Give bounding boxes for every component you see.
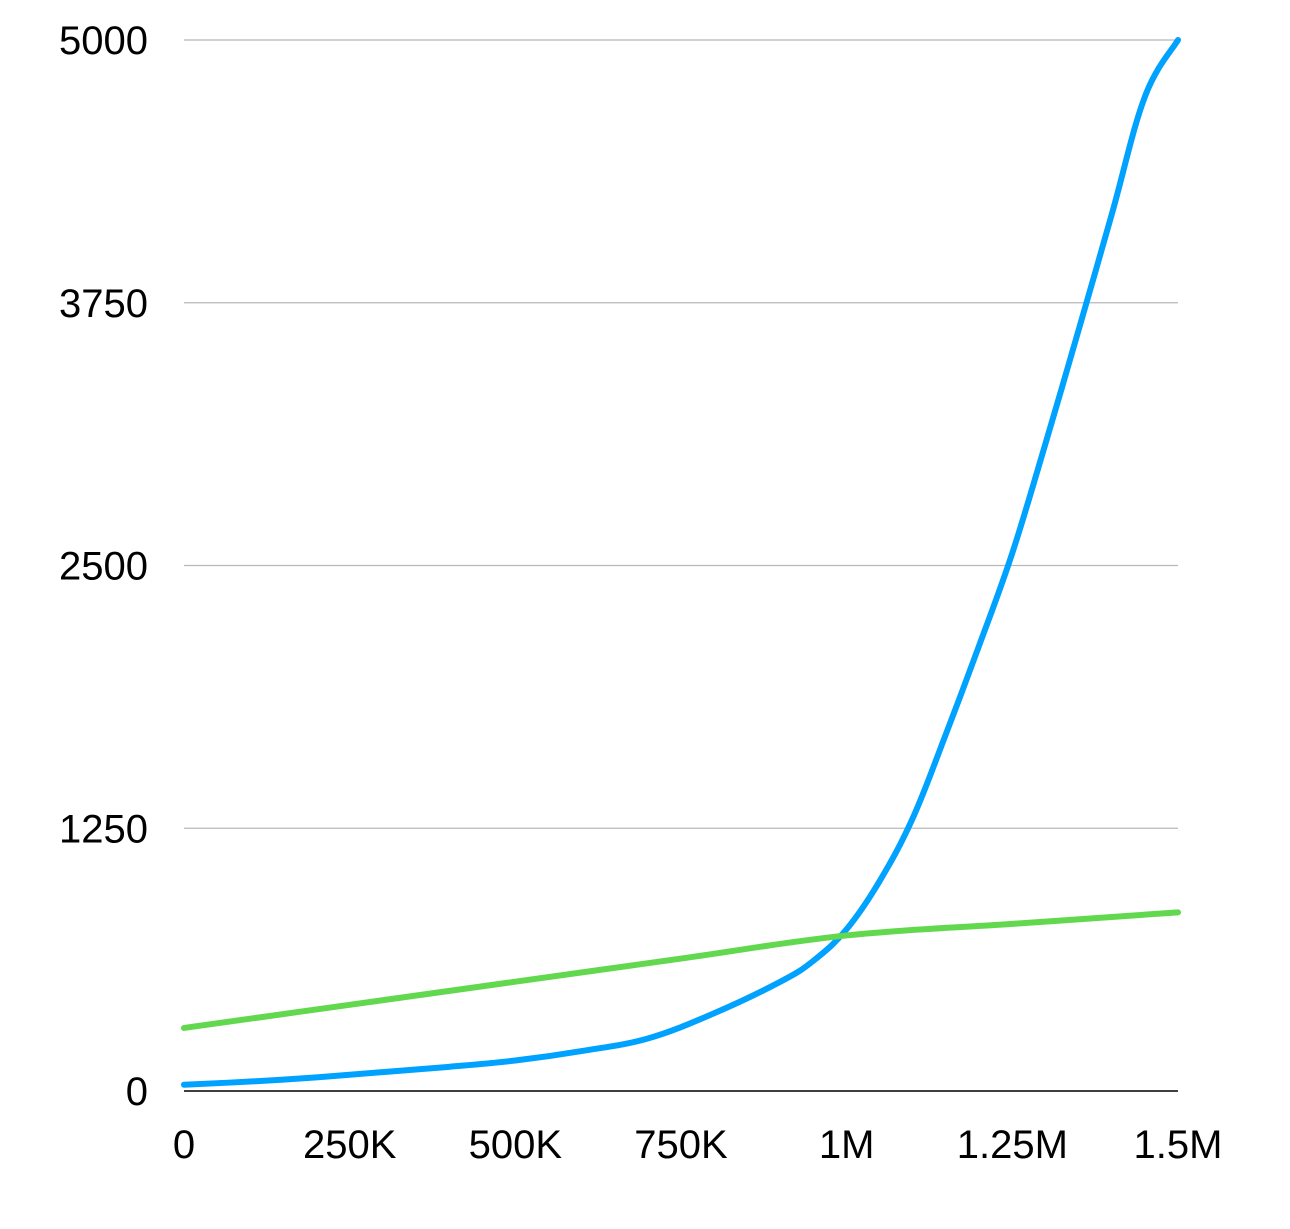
tick-label-layer: 0 1250 2500 3750 5000 0 250K 500K 750K 1M 1.25M 1.5… bbox=[59, 19, 1222, 1167]
series-line-1 bbox=[181, 37, 1181, 1088]
x-tick-label: 1.5M bbox=[1134, 1123, 1223, 1167]
x-tick-label: 1M bbox=[819, 1123, 875, 1167]
grid-layer bbox=[184, 39, 1178, 829]
y-tick-label: 2500 bbox=[59, 545, 148, 589]
x-tick-label: 1.25M bbox=[957, 1123, 1068, 1167]
y-tick-label: 5000 bbox=[59, 19, 148, 63]
y-tick-label: 1250 bbox=[59, 807, 148, 851]
series-layer bbox=[181, 37, 1181, 1088]
series-line-2 bbox=[181, 909, 1181, 1031]
y-tick-label: 3750 bbox=[59, 282, 148, 326]
x-tick-label: 250K bbox=[303, 1123, 397, 1167]
x-tick-label: 500K bbox=[469, 1123, 563, 1167]
x-tick-label: 0 bbox=[173, 1123, 195, 1167]
x-tick-label: 750K bbox=[634, 1123, 728, 1167]
y-tick-label: 0 bbox=[126, 1070, 148, 1114]
